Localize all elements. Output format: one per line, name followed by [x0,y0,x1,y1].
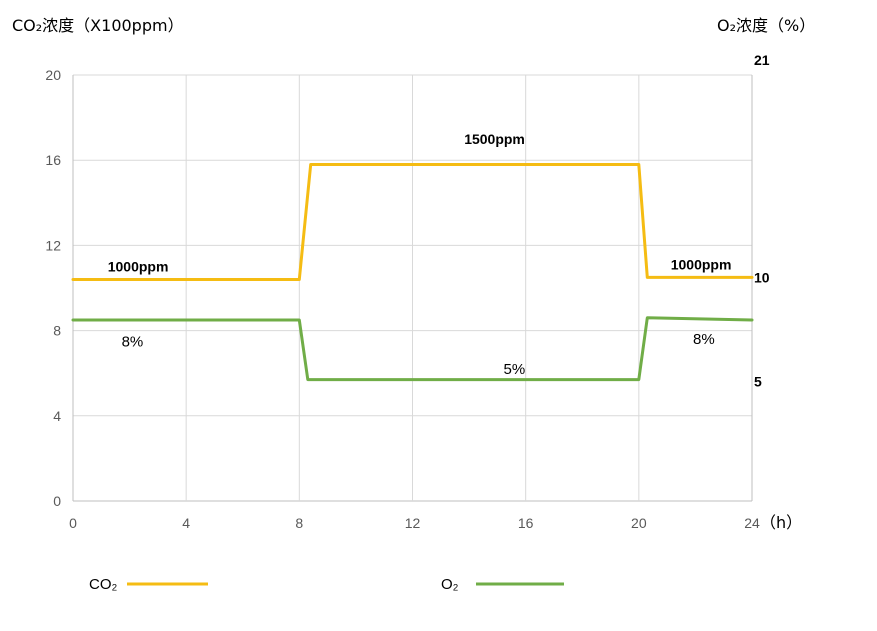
data-label: 1000ppm [108,259,169,275]
y-tick-label: 8 [53,323,61,339]
y2-axis-title: O₂浓度（%） [717,16,815,35]
legend-label: CO₂ [89,576,118,593]
x-tick-label: 20 [631,515,647,531]
axis-ticks: 0 4 8 12 16 20 0 4 8 12 16 20 24 （h） 21 10 5 [45,52,802,532]
y-tick-label: 12 [45,237,61,253]
x-unit-label: （h） [760,513,802,532]
data-label: 5% [504,361,526,378]
x-tick-label: 8 [295,515,303,531]
data-label: 8% [693,331,715,348]
legend: CO₂ O₂ [89,576,564,593]
y-tick-label: 0 [53,493,61,509]
series-line-co2 [71,163,754,281]
x-tick-label: 4 [182,515,190,531]
grid [72,74,753,502]
x-tick-label: 0 [69,515,77,531]
legend-label: O₂ [441,576,459,593]
x-tick-label: 24 [744,515,760,531]
annotations: 1000ppm 1500ppm 1000ppm 8% 5% 8% [108,131,732,378]
y-tick-label: 20 [45,67,61,83]
y-tick-label: 16 [45,152,61,168]
plot-area [71,163,754,382]
series-line-o2 [71,316,754,382]
data-label: 1000ppm [671,257,732,273]
data-label: 8% [122,333,144,350]
y-axis-title: CO₂浓度（X100ppm） [12,16,184,35]
y2-tick-label: 10 [754,269,770,285]
y2-tick-label: 5 [754,374,762,390]
x-tick-label: 16 [518,515,534,531]
y-tick-label: 4 [53,408,61,424]
data-label: 1500ppm [464,131,525,147]
y2-tick-label: 21 [754,52,770,68]
x-tick-label: 12 [405,515,421,531]
